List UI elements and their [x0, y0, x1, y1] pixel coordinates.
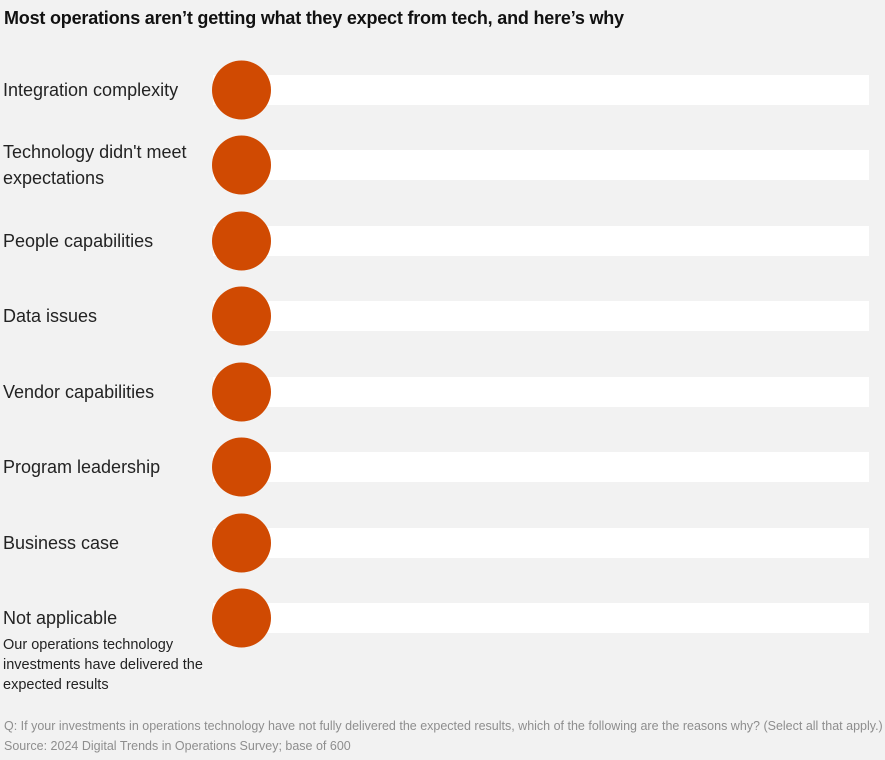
category-label: Business case — [3, 532, 120, 553]
category-label: Technology didn't meet expectations — [3, 142, 187, 189]
data-point-dot — [212, 588, 271, 648]
bar-track — [212, 135, 869, 195]
chart-row: Program leadership — [0, 430, 869, 506]
bar-track — [212, 588, 869, 648]
chart-row: Business case — [0, 505, 869, 581]
footnote-source: Source: 2024 Digital Trends in Operation… — [4, 739, 351, 753]
bar-track — [212, 286, 869, 346]
footnote-question: Q: If your investments in operations tec… — [4, 719, 883, 733]
bar-track — [212, 362, 869, 422]
category-label-cell: Business case — [0, 505, 213, 581]
category-label: Data issues — [3, 306, 98, 327]
category-label-cell: Integration complexity — [0, 52, 213, 128]
category-label-cell: People capabilities — [0, 203, 213, 279]
chart-rows: Integration complexity Technology didn't… — [0, 52, 869, 693]
chart-row: Technology didn't meet expectations — [0, 128, 869, 204]
bar-track — [212, 513, 869, 573]
category-label: Vendor capabilities — [3, 381, 155, 402]
chart-title: Most operations aren’t getting what they… — [4, 8, 624, 28]
data-point-dot — [212, 362, 271, 422]
data-point-dot — [212, 211, 271, 271]
data-point-dot — [212, 437, 271, 497]
category-label: Program leadership — [3, 457, 161, 478]
chart-row: Not applicable Our operations technology… — [0, 581, 869, 693]
chart-row: Data issues — [0, 279, 869, 355]
bar-track — [212, 60, 869, 120]
data-point-dot — [212, 513, 271, 573]
category-label-cell: Technology didn't meet expectations — [0, 128, 213, 204]
category-label: People capabilities — [3, 230, 154, 251]
chart-row: Vendor capabilities — [0, 354, 869, 430]
category-label-cell: Data issues — [0, 279, 213, 355]
category-label: Integration complexity — [3, 79, 179, 100]
category-label-cell: Not applicable Our operations technology… — [0, 581, 213, 693]
category-label-cell: Program leadership — [0, 430, 213, 506]
category-label-cell: Vendor capabilities — [0, 354, 213, 430]
category-label: Not applicable — [3, 608, 118, 629]
data-point-dot — [212, 286, 271, 346]
data-point-dot — [212, 60, 271, 120]
category-note: Our operations technology investments ha… — [3, 637, 203, 694]
chart-row: People capabilities — [0, 203, 869, 279]
chart-footnotes: Q: If your investments in operations tec… — [4, 716, 883, 756]
bar-track — [212, 211, 869, 271]
data-point-dot — [212, 135, 271, 195]
bar-track — [212, 437, 869, 497]
chart-row: Integration complexity — [0, 52, 869, 128]
